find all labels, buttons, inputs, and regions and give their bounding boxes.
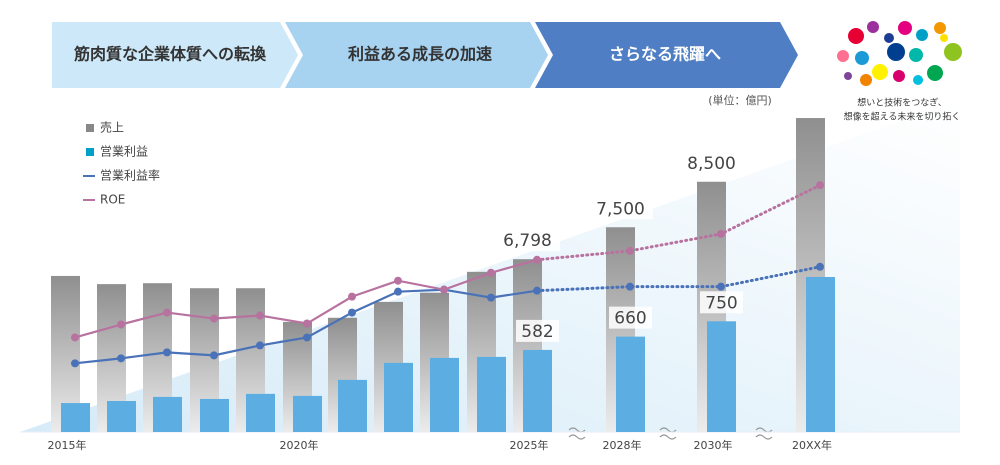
x-tick-label: 20XX年 [792,438,832,452]
point [533,255,541,264]
point [533,286,541,295]
point [626,246,634,255]
point [440,285,448,294]
label-bg [516,319,559,342]
legend-label: ROE [100,193,125,207]
point [626,282,634,291]
label-bg [700,291,743,314]
label-bg [495,229,560,252]
step [535,22,798,88]
bar [477,356,506,432]
step [285,22,548,88]
point [256,311,264,320]
step-label: さらなる飛躍へ [609,45,721,64]
label-bg [609,306,652,329]
legend-swatch [86,148,94,156]
unit: (単位：億円) [708,93,772,107]
point [348,308,356,317]
legend-swatch [86,124,94,132]
x-tick-label: 2025年 [510,438,549,452]
step [52,22,298,88]
value-label: 6,798 [503,231,552,251]
x-tick-label: 2015年 [48,438,87,452]
bar [200,398,229,432]
tagline: 想像を超える未来を切り拓く [844,111,961,123]
bar [246,393,275,432]
value-label: 750 [705,293,737,313]
legend-label: 売上 [100,120,124,135]
point [117,354,125,363]
bar [616,336,645,432]
point [117,320,125,329]
point [256,341,264,350]
line [535,265,822,293]
point [717,229,725,238]
value-label: 582 [521,322,553,342]
value-label: 7,500 [596,199,645,219]
tagline: 想いと技術をつなぎ、 [857,97,947,109]
bar [707,321,736,432]
point [816,262,824,271]
point [487,293,495,302]
point [394,287,402,296]
bar [107,401,136,432]
bar [523,349,552,432]
logo [837,21,962,86]
bar [430,357,459,432]
bar [293,395,322,432]
x-tick-label: 2020年 [280,438,319,452]
bar [338,379,367,432]
value-label: 660 [614,309,646,329]
point [303,333,311,342]
line [535,183,822,262]
point [163,348,171,357]
point [210,351,218,360]
point [210,314,218,323]
bar [384,362,413,432]
point [163,308,171,317]
bar [61,403,90,432]
step-label: 筋肉質な企業体質への転換 [73,45,267,64]
point [348,292,356,301]
x-tick-label: 2030年 [694,438,733,452]
label-bg [588,197,653,220]
label-bg [679,151,744,174]
x-tick-label: 2028年 [603,438,642,452]
bar [153,396,182,432]
point [816,181,824,190]
step-label: 利益ある成長の加速 [348,45,492,64]
value-label: 8,500 [687,154,736,174]
point [487,268,495,277]
point [303,319,311,328]
bar [806,277,835,432]
legend-label: 営業利益 [100,145,148,159]
point [71,333,79,342]
point [394,276,402,285]
point [717,282,725,291]
legend-label: 営業利益率 [100,168,160,183]
point [71,359,79,368]
